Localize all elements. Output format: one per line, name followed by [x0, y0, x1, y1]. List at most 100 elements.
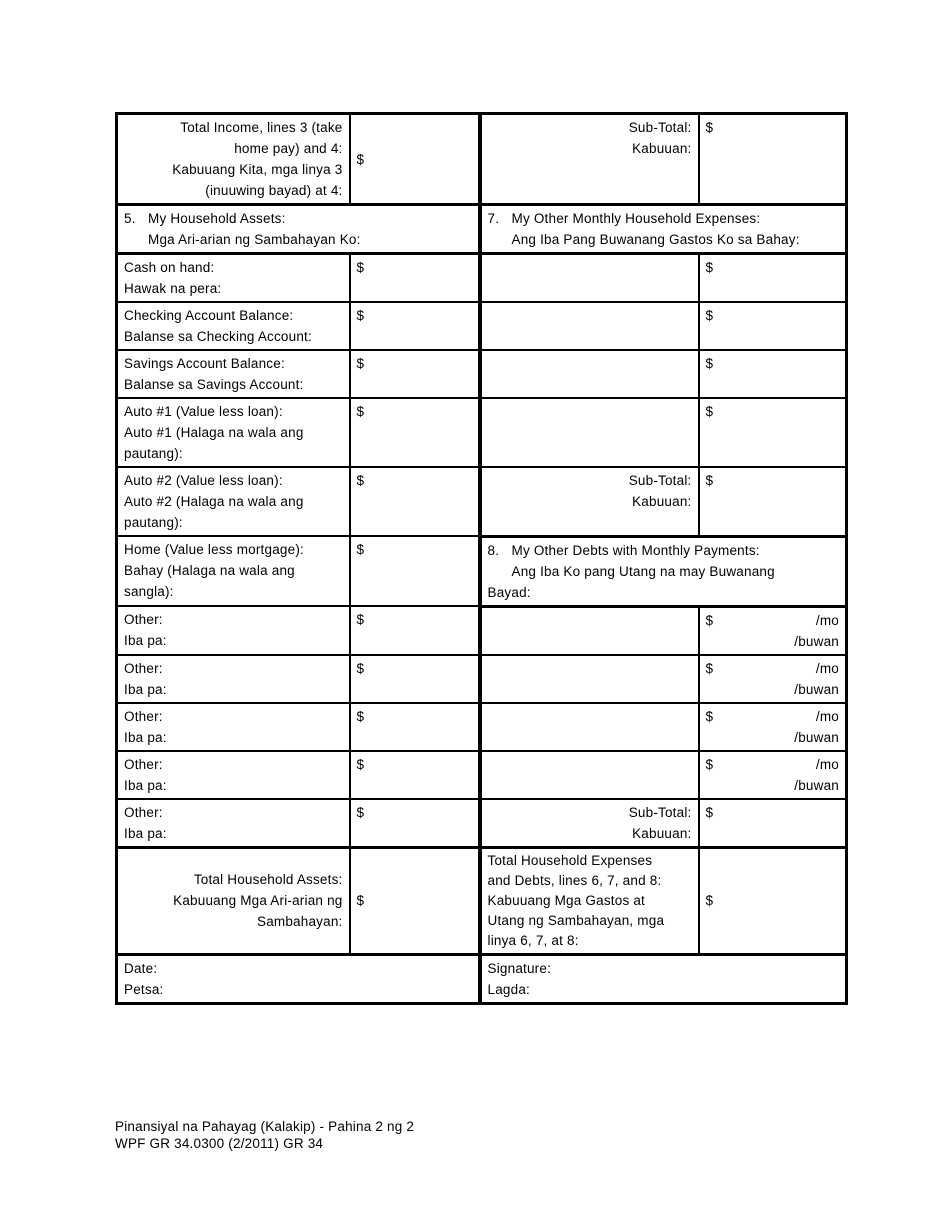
asset-label-tl: Bahay (Halaga na wala ang sangla): [124, 563, 295, 599]
label-line: home pay) and 4: [234, 141, 343, 156]
asset-label-en: Auto #1 (Value less loan): [124, 404, 283, 419]
date-field[interactable]: Date: Petsa: [115, 953, 482, 1004]
subtotal-label-tl: Kabuuan: [632, 494, 692, 509]
asset-label-en: Other: [124, 660, 163, 676]
section-number: 8. [487, 542, 500, 558]
signature-field[interactable]: Signature: Lagda: [478, 953, 848, 1004]
asset-amount-field[interactable]: $ [348, 535, 482, 607]
asset-label-tl: Auto #2 (Halaga na wala ang pautang): [124, 494, 304, 530]
asset-amount-field[interactable]: $ [348, 397, 482, 468]
asset-amount-field[interactable]: $ [348, 349, 482, 399]
debt-payment-field[interactable]: $ /mo /buwan [697, 749, 848, 800]
per-month-en: /mo [815, 660, 839, 676]
asset-label-tl: Iba pa: [124, 825, 167, 841]
subtotal-label-en: Sub-Total: [628, 804, 692, 820]
section-7-title: 7. My Other Monthly Household Expenses: [488, 208, 840, 229]
asset-amount-field[interactable]: $ [348, 605, 482, 656]
debt-item-field[interactable] [478, 749, 700, 800]
dollar-sign: $ [705, 612, 714, 628]
total-income-label: Total Income, lines 3 (take home pay) an… [115, 112, 351, 206]
asset-amount-field[interactable]: $ [348, 653, 482, 704]
subtotal-label-tl: Kabuuan: [632, 825, 692, 841]
dollar-sign: $ [356, 756, 365, 772]
expense-amount-field[interactable]: $ [697, 252, 848, 303]
dollar-sign: $ [705, 660, 714, 676]
asset-label-en: Home (Value less mortgage): [124, 542, 304, 557]
asset-label-en: Other: [124, 708, 163, 724]
per-month-tl: /buwan [794, 729, 839, 745]
asset-label-other[interactable]: Other: Iba pa: [115, 797, 351, 849]
asset-label-en: Checking Account Balance: [124, 308, 294, 323]
dollar-sign: $ [356, 151, 365, 167]
dollar-sign: $ [705, 893, 714, 908]
expenses-subtotal-amount-field[interactable]: $ [697, 112, 848, 206]
section-title-en: My Other Debts with Monthly Payments: [511, 542, 760, 558]
debt-item-field[interactable] [478, 701, 700, 752]
total-assets-label: Total Household Assets: Kabuuang Mga Ari… [115, 846, 351, 956]
asset-amount-field[interactable]: $ [348, 749, 482, 800]
debt-payment-line1: $ /mo [706, 658, 840, 679]
asset-label-tl: Hawak na pera: [124, 281, 222, 296]
dollar-sign: $ [705, 308, 714, 323]
dollar-sign: $ [356, 708, 365, 724]
asset-label-auto1: Auto #1 (Value less loan): Auto #1 (Hala… [115, 397, 351, 468]
debt-payment-field[interactable]: $ /mo /buwan [697, 605, 848, 656]
label-line: Kabuuang Mga Ari-arian ng [173, 893, 343, 908]
section-8-title-tl-line2: Bayad: [487, 584, 531, 600]
debt-payment-field[interactable]: $ /mo /buwan [697, 653, 848, 704]
asset-label-en: Cash on hand: [124, 260, 215, 275]
label-line: Total Household Expenses [487, 852, 653, 868]
dollar-sign: $ [705, 260, 714, 275]
label-line: and Debts, lines 6, 7, and 8: [487, 872, 662, 888]
total-income-amount-field[interactable]: $ [348, 112, 482, 206]
asset-label-en: Other: [124, 756, 163, 772]
debt-payment-field[interactable]: $ /mo /buwan [697, 701, 848, 752]
expense-amount-field[interactable]: $ [697, 349, 848, 399]
expense-item-field[interactable] [478, 301, 700, 351]
footer-form-number: WPF GR 34.0300 (2/2011) GR 34 [115, 1136, 324, 1151]
financial-statement-table: Total Income, lines 3 (take home pay) an… [115, 112, 848, 1005]
dollar-sign: $ [705, 404, 714, 419]
asset-amount-field[interactable]: $ [348, 797, 482, 849]
per-month-en: /mo [815, 708, 839, 724]
page-footer: Pinansiyal na Pahayag (Kalakip) - Pahina… [115, 1118, 414, 1152]
total-expenses-label: Total Household Expenses and Debts, line… [478, 846, 700, 956]
debts-subtotal-amount-field[interactable]: $ [697, 797, 848, 849]
expense-amount-field[interactable]: $ [697, 301, 848, 351]
asset-label-other[interactable]: Other: Iba pa: [115, 653, 351, 704]
per-month-tl: /buwan [794, 633, 839, 649]
expense-amount-field[interactable]: $ [697, 397, 848, 468]
asset-label-cash: Cash on hand: Hawak na pera: [115, 252, 351, 303]
total-assets-amount-field[interactable]: $ [348, 846, 482, 956]
expenses-subtotal-label: Sub-Total: Kabuuan: [478, 112, 700, 206]
section-5-header: 5. My Household Assets: Mga Ari-arian ng … [115, 203, 482, 255]
dollar-sign: $ [705, 356, 714, 371]
subtotal-label-en: Sub-Total: [628, 120, 692, 135]
asset-label-other[interactable]: Other: Iba pa: [115, 605, 351, 656]
debt-item-field[interactable] [478, 605, 700, 656]
signature-label-tl: Lagda: [487, 981, 530, 997]
debt-payment-line1: $ /mo [706, 754, 840, 775]
asset-label-home: Home (Value less mortgage): Bahay (Halag… [115, 535, 351, 607]
section-5-title: 5. My Household Assets: [124, 208, 472, 229]
expense-item-field[interactable] [478, 397, 700, 468]
asset-amount-field[interactable]: $ [348, 466, 482, 537]
debt-item-field[interactable] [478, 653, 700, 704]
label-line: linya 6, 7, at 8: [487, 932, 579, 948]
total-expenses-amount-field[interactable]: $ [697, 846, 848, 956]
asset-amount-field[interactable]: $ [348, 252, 482, 303]
dollar-sign: $ [356, 404, 365, 419]
asset-amount-field[interactable]: $ [348, 701, 482, 752]
expense-item-field[interactable] [478, 252, 700, 303]
asset-label-other[interactable]: Other: Iba pa: [115, 701, 351, 752]
expenses-subtotal-amount-field[interactable]: $ [697, 466, 848, 537]
dollar-sign: $ [705, 804, 714, 820]
asset-label-other[interactable]: Other: Iba pa: [115, 749, 351, 800]
section-8-title: 8. My Other Debts with Monthly Payments: [488, 540, 840, 561]
label-line: Kabuuang Kita, mga linya 3 [172, 162, 343, 177]
expense-item-field[interactable] [478, 349, 700, 399]
asset-amount-field[interactable]: $ [348, 301, 482, 351]
label-line: Total Household Assets: [193, 872, 343, 887]
asset-label-tl: Iba pa: [124, 729, 167, 745]
